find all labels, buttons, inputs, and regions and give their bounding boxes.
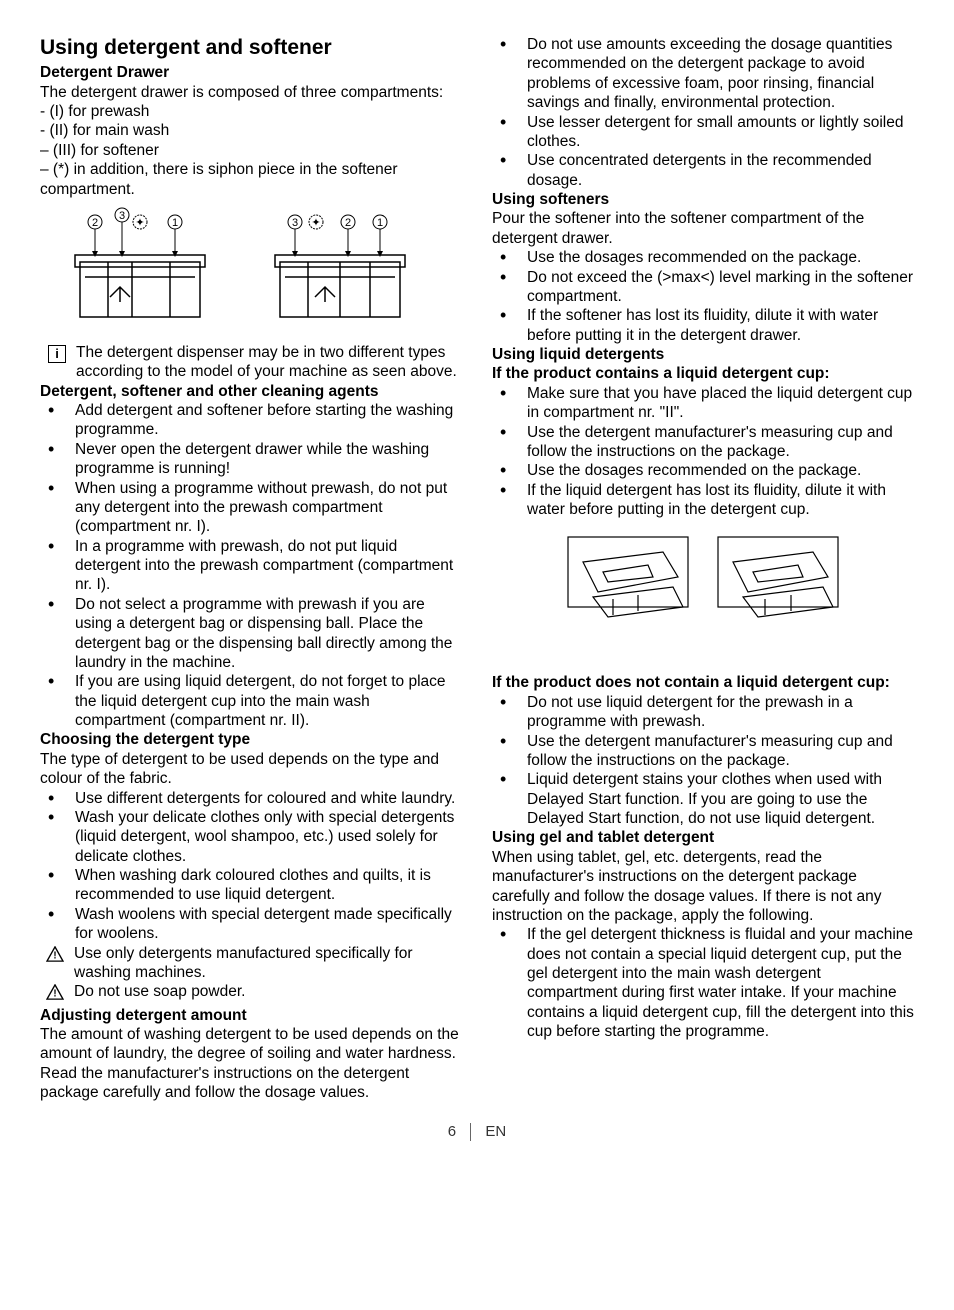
adjust-text: The amount of washing detergent to be us… [40,1025,462,1103]
drawer-line: – (III) for softener [40,141,462,160]
list-item: When washing dark coloured clothes and q… [40,866,462,905]
list-item: Wash your delicate clothes only with spe… [40,808,462,866]
svg-text:!: ! [53,989,56,1000]
detergent-drawer-illustration [553,527,853,667]
choosing-list: Use different detergents for coloured an… [40,789,462,944]
list-item: Use concentrated detergents in the recom… [492,151,914,190]
list-item: Use different detergents for coloured an… [40,789,462,808]
list-item: If the softener has lost its fluidity, d… [492,306,914,345]
list-item: Wash woolens with special detergent made… [40,905,462,944]
svg-text:2: 2 [345,217,351,229]
list-item: In a programme with prewash, do not put … [40,537,462,595]
choosing-intro: The type of detergent to be used depends… [40,750,462,789]
list-item: Use lesser detergent for small amounts o… [492,113,914,152]
left-column: Using detergent and softener Detergent D… [40,35,462,1103]
drawer-diagram-left: 2 3 ✦ 1 [60,207,220,337]
svg-text:✦: ✦ [311,217,320,229]
svg-text:2: 2 [92,217,98,229]
dosage-list: Do not use amounts exceeding the dosage … [492,35,914,190]
heading-gel: Using gel and tablet detergent [492,828,914,847]
warning-text: Do not use soap powder. [74,982,462,1001]
heading-choosing: Choosing the detergent type [40,730,462,749]
svg-text:1: 1 [172,217,178,229]
section-title: Using detergent and softener [40,35,462,61]
list-item: If the gel detergent thickness is fluida… [492,925,914,1041]
svg-text:!: ! [53,950,56,961]
list-item: If you are using liquid detergent, do no… [40,672,462,730]
heading-softeners: Using softeners [492,190,914,209]
list-item: Do not select a programme with prewash i… [40,595,462,673]
drawer-diagrams: 2 3 ✦ 1 [60,207,462,337]
no-cup-list: Do not use liquid detergent for the prew… [492,693,914,829]
svg-text:3: 3 [119,210,125,222]
heading-liquid: Using liquid detergents [492,345,914,364]
drawer-diagram-right: 3 ✦ 2 1 [260,207,420,337]
svg-text:1: 1 [377,217,383,229]
page-footer: 6 EN [40,1123,914,1142]
warning-row: ! Do not use soap powder. [40,982,462,1005]
drawer-line: - (I) for prewash [40,102,462,121]
gel-intro: When using tablet, gel, etc. detergents,… [492,848,914,926]
info-note: i The detergent dispenser may be in two … [40,343,462,382]
agents-list: Add detergent and softener before starti… [40,401,462,730]
list-item: Make sure that you have placed the liqui… [492,384,914,423]
list-item: Use the detergent manufacturer's measuri… [492,732,914,771]
heading-adjust: Adjusting detergent amount [40,1006,462,1025]
soft-intro: Pour the softener into the softener comp… [492,209,914,248]
list-item: If the liquid detergent has lost its flu… [492,481,914,520]
list-item: Liquid detergent stains your clothes whe… [492,770,914,828]
heading-agents: Detergent, softener and other cleaning a… [40,382,462,401]
page-language: EN [485,1123,506,1140]
heading-no-cup: If the product does not contain a liquid… [492,673,914,692]
info-text: The detergent dispenser may be in two di… [76,343,462,382]
soft-list: Use the dosages recommended on the packa… [492,248,914,345]
list-item: Do not use amounts exceeding the dosage … [492,35,914,113]
list-item: Do not exceed the (>max<) level marking … [492,268,914,307]
warning-text: Use only detergents manufactured specifi… [74,944,462,983]
has-cup-list: Make sure that you have placed the liqui… [492,384,914,520]
drawer-line: – (*) in addition, there is siphon piece… [40,160,462,199]
drawer-intro: The detergent drawer is composed of thre… [40,83,462,102]
list-item: When using a programme without prewash, … [40,479,462,537]
list-item: Do not use liquid detergent for the prew… [492,693,914,732]
list-item: Use the dosages recommended on the packa… [492,461,914,480]
svg-text:3: 3 [292,217,298,229]
drawer-line: - (II) for main wash [40,121,462,140]
heading-drawer: Detergent Drawer [40,63,462,82]
warning-icon: ! [46,984,66,1005]
warning-icon: ! [46,946,66,967]
heading-has-cup: If the product contains a liquid deterge… [492,364,914,383]
list-item: Add detergent and softener before starti… [40,401,462,440]
right-column: Do not use amounts exceeding the dosage … [492,35,914,1103]
list-item: Use the dosages recommended on the packa… [492,248,914,267]
info-icon: i [48,345,66,363]
page-number: 6 [448,1123,456,1140]
list-item: Never open the detergent drawer while th… [40,440,462,479]
warning-row: ! Use only detergents manufactured speci… [40,944,462,983]
svg-text:✦: ✦ [135,217,144,229]
gel-list: If the gel detergent thickness is fluida… [492,925,914,1041]
list-item: Use the detergent manufacturer's measuri… [492,423,914,462]
